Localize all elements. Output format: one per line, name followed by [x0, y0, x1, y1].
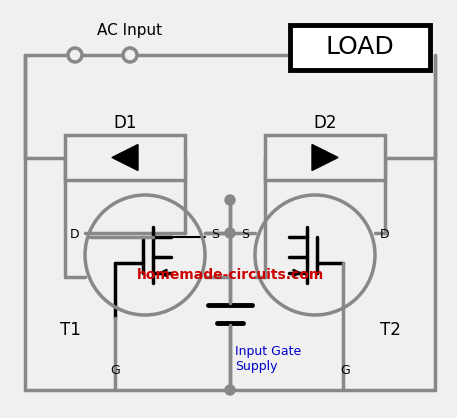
Bar [65, 135, 185, 180]
Text: T1: T1 [59, 321, 80, 339]
Circle shape [68, 48, 82, 62]
Text: D: D [380, 229, 390, 242]
Polygon shape [312, 145, 338, 171]
Circle shape [123, 48, 137, 62]
Bar [290, 25, 430, 70]
Text: LOAD: LOAD [326, 36, 394, 59]
Text: D: D [70, 229, 80, 242]
Text: G: G [340, 364, 350, 377]
Circle shape [225, 228, 235, 238]
Circle shape [225, 195, 235, 205]
Text: G: G [110, 364, 120, 377]
Text: AC Input: AC Input [97, 23, 163, 38]
Text: homemade-circuits.com: homemade-circuits.com [136, 268, 324, 282]
Polygon shape [112, 145, 138, 171]
Circle shape [225, 385, 235, 395]
Text: Input Gate
Supply: Input Gate Supply [235, 345, 301, 373]
Text: S: S [241, 229, 249, 242]
Text: T2: T2 [380, 321, 400, 339]
Bar [265, 135, 385, 180]
Text: D1: D1 [113, 114, 137, 132]
Text: S: S [211, 229, 219, 242]
Text: D2: D2 [313, 114, 337, 132]
